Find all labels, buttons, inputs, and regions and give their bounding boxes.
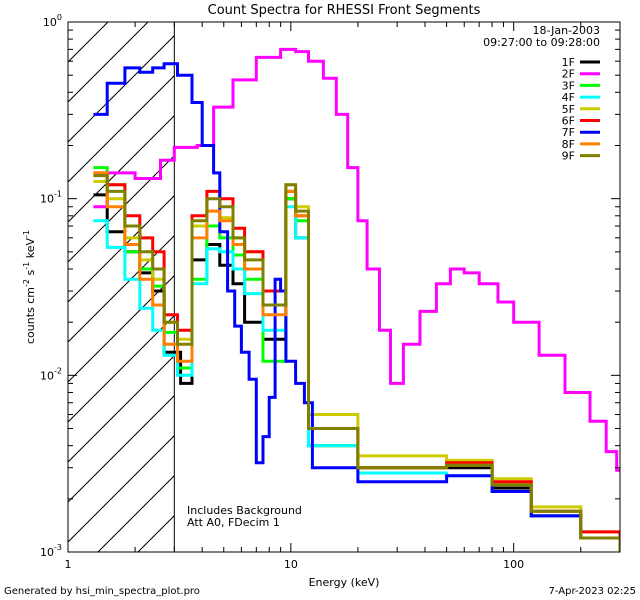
legend-label-1F: 1F [562,56,575,69]
hatch-line [68,394,175,503]
hatch-line [68,234,175,343]
time-range-label: 09:27:00 to 09:28:00 [483,36,600,49]
legend-label-3F: 3F [562,79,575,92]
timestamp: 7-Apr-2023 02:25 [549,586,636,597]
background-hatch-region [68,22,175,552]
series-group [93,47,620,552]
ylabel-part-5: -1 [22,230,31,238]
generated-by: Generated by hsi_min_spectra_plot.pro [4,586,200,597]
hatch-line [68,34,175,143]
x-axis-label: Energy (keV) [309,576,380,589]
note-background: Includes Background [187,504,302,517]
legend-label-5F: 5F [562,103,575,116]
note-attenuator: Att A0, FDecim 1 [187,516,280,529]
plot-frame [67,21,621,553]
ylabel-part-2: s [24,269,37,278]
ylabel-part-1: -2 [22,279,31,287]
notes-background [186,503,310,530]
y-tick-label: 10-3 [40,543,62,559]
series-6F [93,171,620,552]
legend-label-4F: 4F [562,91,575,104]
ylabel-part-3: -1 [22,262,31,270]
y-tick-label: 100 [43,13,62,29]
x-tick-label: 10 [284,558,298,571]
legend-label-8F: 8F [562,138,575,151]
legend-label-6F: 6F [562,115,575,128]
hatch-line [68,434,175,543]
series-7F [93,62,620,552]
y-tick-label: 10-1 [40,190,62,206]
y-tick-label: 10-2 [40,366,62,382]
ylabel-part-4: keV [24,238,37,262]
x-tick-label: 1 [65,558,72,571]
hatch-line [68,194,175,303]
y-axis-label: counts cm-2 s-1 keV-1 [22,230,37,344]
chart-title: Count Spectra for RHESSI Front Segments [208,3,481,18]
ylabel-part-0: counts cm [24,287,37,344]
series-9F [93,174,620,552]
x-tick-label: 100 [503,558,524,571]
legend-label-7F: 7F [562,126,575,139]
legend-label-9F: 9F [562,150,575,163]
legend-label-2F: 2F [562,68,575,81]
axes: 1 10 100 100 10-1 10-2 10-3 [40,13,621,571]
hatch-line [68,74,175,183]
date-label: 18-Jan-2003 [533,24,601,37]
